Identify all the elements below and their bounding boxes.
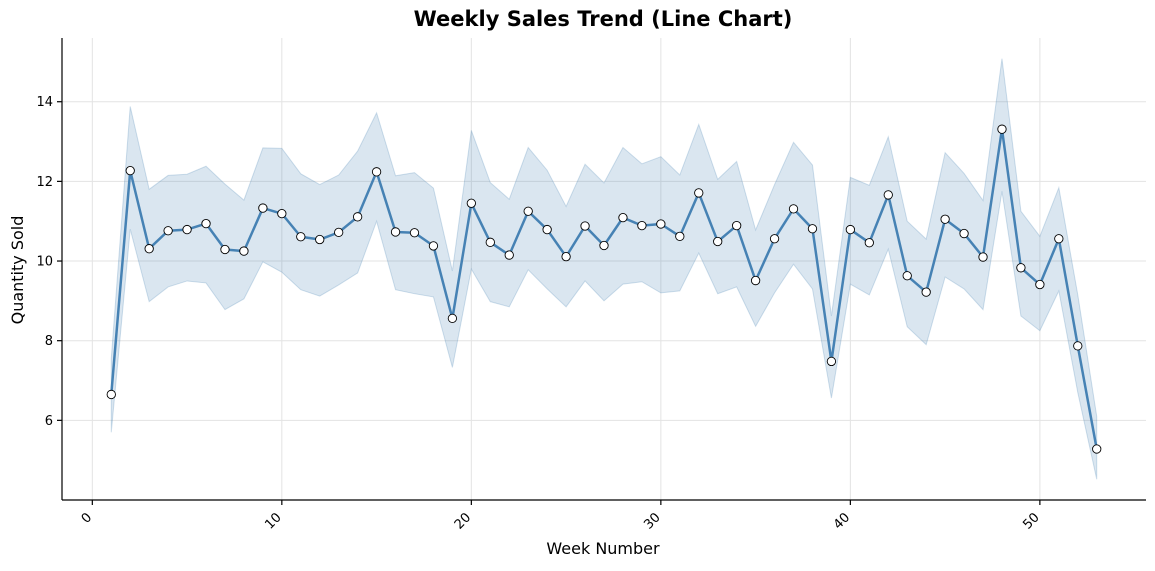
- x-tick-label: 30: [641, 510, 663, 532]
- data-point: [940, 214, 950, 224]
- data-point-markers: [106, 124, 1102, 454]
- data-point: [599, 240, 609, 251]
- y-tick-label: 10: [36, 255, 53, 270]
- data-point: [277, 208, 287, 219]
- data-point: [1035, 279, 1045, 290]
- data-point: [1054, 234, 1064, 244]
- data-point: [1092, 444, 1102, 454]
- data-point: [182, 224, 192, 235]
- data-point: [713, 236, 723, 247]
- data-point: [959, 228, 969, 239]
- confidence-band: [110, 58, 1098, 480]
- y-tick-label: 6: [45, 414, 53, 429]
- data-point: [504, 250, 514, 260]
- data-point: [1073, 341, 1083, 351]
- y-tick-label: 12: [36, 175, 53, 190]
- data-point: [542, 224, 552, 235]
- data-point: [732, 220, 742, 231]
- data-point: [447, 313, 458, 324]
- data-point: [580, 221, 590, 231]
- data-point: [352, 212, 363, 222]
- data-point: [864, 238, 874, 248]
- data-point: [428, 241, 439, 251]
- data-point: [656, 219, 666, 229]
- data-point: [239, 246, 249, 256]
- x-tick-label: 40: [831, 510, 853, 532]
- confidence-band-layer: [110, 58, 1098, 480]
- data-point: [125, 165, 135, 176]
- data-point: [788, 204, 799, 214]
- data-point: [618, 212, 628, 223]
- data-point: [637, 220, 647, 231]
- data-point: [675, 231, 685, 241]
- y-tick-label: 8: [45, 334, 53, 349]
- axes: [61, 38, 1146, 501]
- data-point: [466, 198, 476, 208]
- data-point: [694, 188, 704, 198]
- data-point: [1016, 263, 1026, 273]
- y-tick-label: 14: [36, 95, 53, 110]
- data-point: [523, 206, 533, 216]
- data-point: [826, 356, 837, 367]
- data-point: [921, 287, 931, 297]
- chart-title: Weekly Sales Trend (Line Chart): [414, 7, 793, 31]
- x-tick-label: 50: [1020, 510, 1042, 532]
- data-point: [315, 234, 325, 245]
- x-tick-label: 20: [452, 510, 474, 532]
- x-tick-label: 10: [262, 510, 284, 532]
- data-point: [997, 124, 1007, 134]
- data-point: [807, 224, 818, 234]
- data-point: [220, 244, 230, 255]
- grid-lines: [62, 38, 1146, 500]
- data-point: [258, 203, 268, 213]
- data-point: [201, 218, 211, 229]
- data-point: [750, 275, 761, 286]
- data-point: [845, 224, 856, 235]
- data-point: [409, 228, 420, 238]
- data-point: [144, 244, 154, 254]
- data-point: [978, 252, 988, 262]
- data-point: [106, 389, 116, 400]
- data-point: [902, 271, 912, 281]
- x-axis-label: Week Number: [546, 539, 660, 558]
- data-point: [371, 167, 382, 177]
- data-point: [163, 226, 173, 236]
- data-point: [561, 252, 571, 262]
- data-point: [334, 227, 344, 238]
- data-point: [485, 237, 495, 247]
- x-tick-label: 0: [79, 510, 95, 526]
- tick-labels: 0 10 20 30 40 50 6 8 10 12 14: [36, 95, 1042, 532]
- data-point: [296, 232, 306, 242]
- y-axis-label: Quantity Sold: [8, 216, 27, 325]
- data-point: [390, 227, 401, 237]
- data-point: [769, 234, 780, 244]
- data-point: [883, 190, 893, 200]
